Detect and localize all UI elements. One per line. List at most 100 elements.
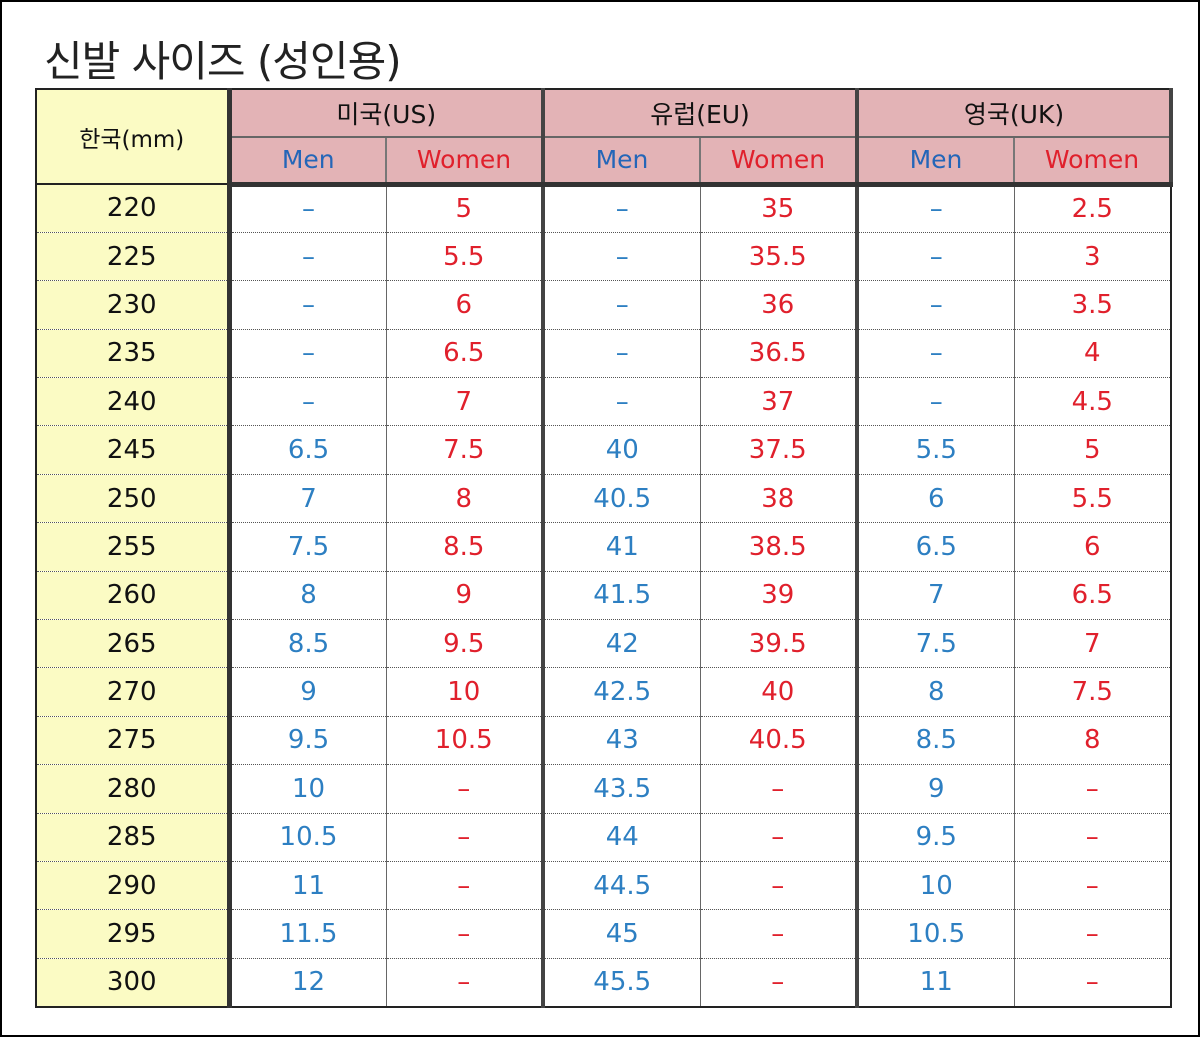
eu-women-cell: 35.5 xyxy=(699,232,857,282)
uk-men-cell: – xyxy=(855,329,1014,379)
size-rows: 220–5–35–2.5 225–5.5–35.5–3 230–6–36–3.5 23… xyxy=(35,184,1172,1008)
table-row: 275 9.5 10.5 43 40.5 8.5 8 xyxy=(35,716,1172,766)
korea-mm-cell: 255 xyxy=(35,522,232,572)
group-header-row: 한국(mm) 미국(US) 유럽(EU) 영국(UK) xyxy=(35,88,1173,185)
uk-men-cell: 9.5 xyxy=(855,813,1014,862)
us-men-cell: 6.5 xyxy=(227,425,386,475)
uk-women-cell: 5 xyxy=(1013,425,1172,475)
page-title: 신발 사이즈 (성인용) xyxy=(44,37,402,86)
uk-men-cell: 5.5 xyxy=(855,425,1014,475)
uk-women-cell: 7.5 xyxy=(1013,667,1172,717)
eu-men-header: Men xyxy=(541,137,701,187)
uk-women-cell: 8 xyxy=(1013,716,1172,766)
us-women-cell: 5 xyxy=(385,184,543,233)
eu-women-cell: 38 xyxy=(699,474,857,524)
sub-header-row: Men Women Men Women Men Women xyxy=(36,137,1173,187)
eu-men-cell: 42 xyxy=(541,619,700,669)
uk-men-cell: 6 xyxy=(855,474,1014,524)
uk-men-header: Men xyxy=(855,137,1015,187)
table-row: 285 10.5–44–9.5– xyxy=(35,813,1172,862)
table-row: 300 12–45.5–11– xyxy=(35,958,1172,1008)
korea-mm-cell: 300 xyxy=(35,958,232,1008)
eu-men-cell: – xyxy=(541,184,700,233)
uk-men-cell: – xyxy=(855,184,1014,233)
eu-women-cell: – xyxy=(699,909,857,959)
us-men-cell: 7.5 xyxy=(227,522,386,572)
us-men-header: Men xyxy=(227,137,387,187)
table-row: 265 8.5 9.5 42 39.5 7.5 7 xyxy=(35,619,1172,669)
uk-men-cell: 8 xyxy=(855,667,1014,717)
us-women-cell: 6.5 xyxy=(385,329,543,379)
eu-women-cell: – xyxy=(699,861,857,911)
us-men-cell: 7 xyxy=(227,474,386,524)
eu-women-cell: 37 xyxy=(699,377,857,427)
uk-women-cell: 4 xyxy=(1013,329,1172,379)
uk-women-cell: – xyxy=(1013,909,1172,959)
eu-women-cell: 39 xyxy=(699,571,857,621)
uk-men-cell: – xyxy=(855,377,1014,427)
korea-mm-cell: 275 xyxy=(35,716,232,766)
uk-men-cell: 8.5 xyxy=(855,716,1014,766)
us-men-cell: 9 xyxy=(227,667,386,717)
eu-men-cell: – xyxy=(541,280,700,330)
us-men-cell: 11.5 xyxy=(227,909,386,959)
us-women-cell: 6 xyxy=(385,280,543,330)
eu-men-cell: 43 xyxy=(541,716,700,766)
eu-women-cell: – xyxy=(699,764,857,814)
korea-mm-cell: 245 xyxy=(35,425,232,475)
us-women-cell: 8 xyxy=(385,474,543,524)
us-men-cell: – xyxy=(227,184,386,233)
korea-mm-cell: 260 xyxy=(35,571,232,621)
us-men-cell: 11 xyxy=(227,861,386,911)
table-row: 255 7.5 8.5 41 38.5 6.5 6 xyxy=(35,522,1172,572)
us-women-header: Women xyxy=(385,137,545,187)
eu-women-cell: 36 xyxy=(699,280,857,330)
us-men-cell: 8 xyxy=(227,571,386,621)
us-women-cell: 10.5 xyxy=(385,716,543,766)
us-women-cell: 9.5 xyxy=(385,619,543,669)
us-men-cell: – xyxy=(227,377,386,427)
eu-women-cell: 40 xyxy=(699,667,857,717)
table-row: 295 11.5–45–10.5– xyxy=(35,909,1172,959)
uk-men-cell: – xyxy=(855,280,1014,330)
us-men-cell: – xyxy=(227,232,386,282)
uk-women-cell: – xyxy=(1013,813,1172,862)
us-women-cell: 8.5 xyxy=(385,522,543,572)
eu-men-cell: – xyxy=(541,329,700,379)
eu-men-cell: 40.5 xyxy=(541,474,700,524)
korea-mm-cell: 235 xyxy=(35,329,232,379)
korea-mm-cell: 285 xyxy=(35,813,232,862)
uk-men-cell: 7.5 xyxy=(855,619,1014,669)
eu-women-cell: 37.5 xyxy=(699,425,857,475)
korea-mm-cell: 220 xyxy=(35,184,232,233)
eu-women-cell: 36.5 xyxy=(699,329,857,379)
us-women-cell: – xyxy=(385,909,543,959)
us-women-cell: – xyxy=(385,958,543,1008)
eu-men-cell: 41.5 xyxy=(541,571,700,621)
eu-men-cell: – xyxy=(541,232,700,282)
us-women-cell: 7 xyxy=(385,377,543,427)
uk-women-cell: 3 xyxy=(1013,232,1172,282)
eu-women-cell: 38.5 xyxy=(699,522,857,572)
us-women-cell: 7.5 xyxy=(385,425,543,475)
uk-women-cell: 7 xyxy=(1013,619,1172,669)
uk-women-cell: 5.5 xyxy=(1013,474,1172,524)
uk-women-cell: 2.5 xyxy=(1013,184,1172,233)
table-row: 230–6–36–3.5 xyxy=(35,280,1172,330)
uk-men-cell: 7 xyxy=(855,571,1014,621)
table-row: 235–6.5–36.5–4 xyxy=(35,329,1172,379)
uk-men-cell: 6.5 xyxy=(855,522,1014,572)
us-women-cell: 9 xyxy=(385,571,543,621)
eu-women-cell: 39.5 xyxy=(699,619,857,669)
table-row: 245 6.5 7.5 40 37.5 5.5 5 xyxy=(35,425,1172,475)
eu-men-cell: 40 xyxy=(541,425,700,475)
uk-men-cell: 10.5 xyxy=(855,909,1014,959)
eu-men-cell: 45.5 xyxy=(541,958,700,1008)
eu-men-cell: 41 xyxy=(541,522,700,572)
us-men-cell: 8.5 xyxy=(227,619,386,669)
uk-men-cell: 9 xyxy=(855,764,1014,814)
us-women-cell: 5.5 xyxy=(385,232,543,282)
us-group-header: 미국(US) xyxy=(227,88,545,138)
korea-mm-cell: 265 xyxy=(35,619,232,669)
uk-men-cell: 11 xyxy=(855,958,1014,1008)
